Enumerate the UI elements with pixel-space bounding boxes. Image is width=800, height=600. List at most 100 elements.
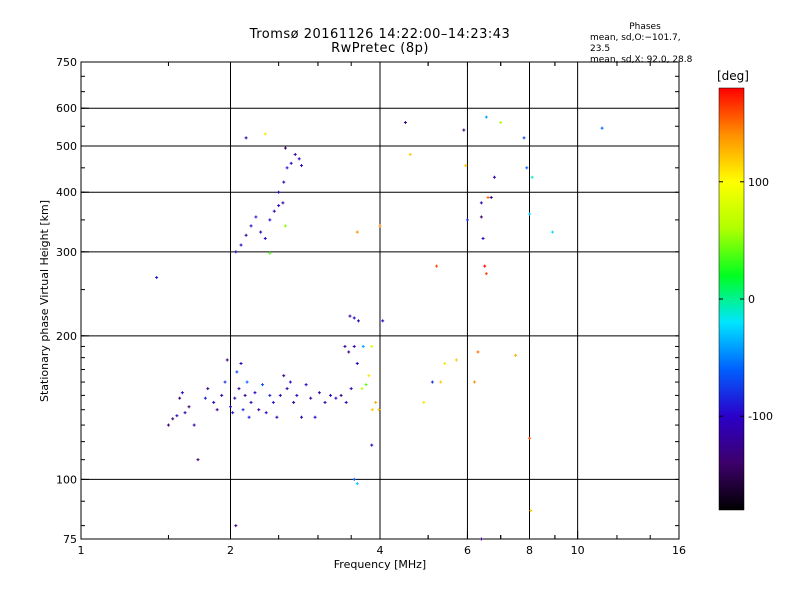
data-point-v [480, 215, 482, 219]
data-point-v [601, 126, 603, 130]
data-point [245, 380, 249, 384]
x-tick-label: 10 [571, 544, 585, 557]
data-point [479, 537, 483, 541]
data-point-v [255, 215, 257, 219]
data-point [263, 236, 267, 240]
y-tick-label: 500 [56, 140, 77, 153]
data-point-v [551, 230, 553, 234]
y-tick-label: 100 [56, 473, 77, 486]
data-point [282, 374, 286, 378]
data-point-v [172, 417, 174, 421]
data-point [275, 415, 279, 419]
data-point [309, 396, 313, 400]
data-point-v [248, 415, 250, 419]
data-point [348, 314, 352, 318]
data-point [212, 400, 216, 404]
y-tick-label: 600 [56, 102, 77, 115]
data-point-v [273, 209, 275, 213]
data-point-v [167, 423, 169, 427]
data-point [234, 524, 238, 528]
data-point-v [238, 387, 240, 391]
data-point-v [298, 157, 300, 161]
data-point [525, 166, 529, 170]
data-point-v [353, 316, 355, 320]
data-point-v [176, 414, 178, 418]
data-point-v [477, 350, 479, 354]
data-point [292, 400, 296, 404]
data-point [259, 230, 263, 234]
data-point [175, 414, 179, 418]
data-point [231, 411, 235, 415]
data-point-v [184, 411, 186, 415]
data-point-v [254, 391, 256, 395]
y-tick-label: 750 [56, 56, 77, 69]
data-point-v [197, 458, 199, 462]
data-point [339, 393, 343, 397]
data-point-v [262, 383, 264, 387]
data-point-v [296, 393, 298, 397]
data-point-v [207, 387, 209, 391]
data-point-v [350, 387, 352, 391]
data-point [206, 387, 210, 391]
data-point [329, 393, 333, 397]
phase-stats-o-mode: mean, sd,O:−101.7, 23.5 [590, 33, 681, 54]
data-point-v [371, 408, 373, 412]
data-point-v [179, 396, 181, 400]
data-point [489, 195, 493, 199]
data-point-v [515, 353, 517, 357]
data-point [343, 344, 347, 348]
data-point-v [324, 400, 326, 404]
data-point [283, 146, 287, 150]
data-point [235, 370, 239, 374]
data-point [268, 251, 272, 255]
grid-lines [81, 62, 679, 539]
data-point [192, 423, 196, 427]
data-point [220, 393, 224, 397]
y-tick-label: 75 [63, 533, 77, 546]
data-point-v [236, 370, 238, 374]
data-point [281, 201, 285, 205]
data-point-v [240, 243, 242, 247]
data-point [378, 224, 382, 228]
data-point-v [235, 524, 237, 528]
data-point [304, 383, 308, 387]
data-point [178, 396, 182, 400]
data-point-v [455, 358, 457, 362]
data-point-v [224, 380, 226, 384]
data-point [550, 230, 554, 234]
data-point-v [482, 236, 484, 240]
data-point [289, 161, 293, 165]
data-point-v [276, 415, 278, 419]
phase-stats: Phases mean, sd,O:−101.7, 23.5 mean, sd,… [590, 22, 700, 66]
y-tick-label: 200 [56, 330, 77, 343]
data-point-v [480, 201, 482, 205]
data-point-v [305, 383, 307, 387]
data-point-v [371, 443, 373, 447]
data-point-v [283, 374, 285, 378]
data-point [377, 408, 381, 412]
data-point [347, 350, 351, 354]
data-point-v [272, 400, 274, 404]
data-point-v [530, 509, 532, 513]
data-point-v [361, 387, 363, 391]
data-point-v [260, 230, 262, 234]
data-point [295, 393, 299, 397]
data-point [282, 180, 286, 184]
data-point [355, 361, 359, 365]
data-point [352, 344, 356, 348]
data-point-v [235, 250, 237, 254]
data-point [257, 408, 261, 412]
data-point [370, 344, 374, 348]
data-point-v [181, 391, 183, 395]
colorbar-tick-label: 100 [748, 176, 769, 189]
data-point-v [318, 391, 320, 395]
data-point-v [335, 396, 337, 400]
data-point [334, 396, 338, 400]
chart-title: Tromsø 20161126 14:22:00–14:23:43 [249, 27, 511, 42]
data-point-v [289, 380, 291, 384]
colorbar-tick-label: -100 [748, 410, 773, 423]
x-tick-label: 8 [526, 544, 533, 557]
data-point-v [485, 115, 487, 119]
data-point [293, 152, 297, 156]
data-point-v [529, 436, 530, 440]
